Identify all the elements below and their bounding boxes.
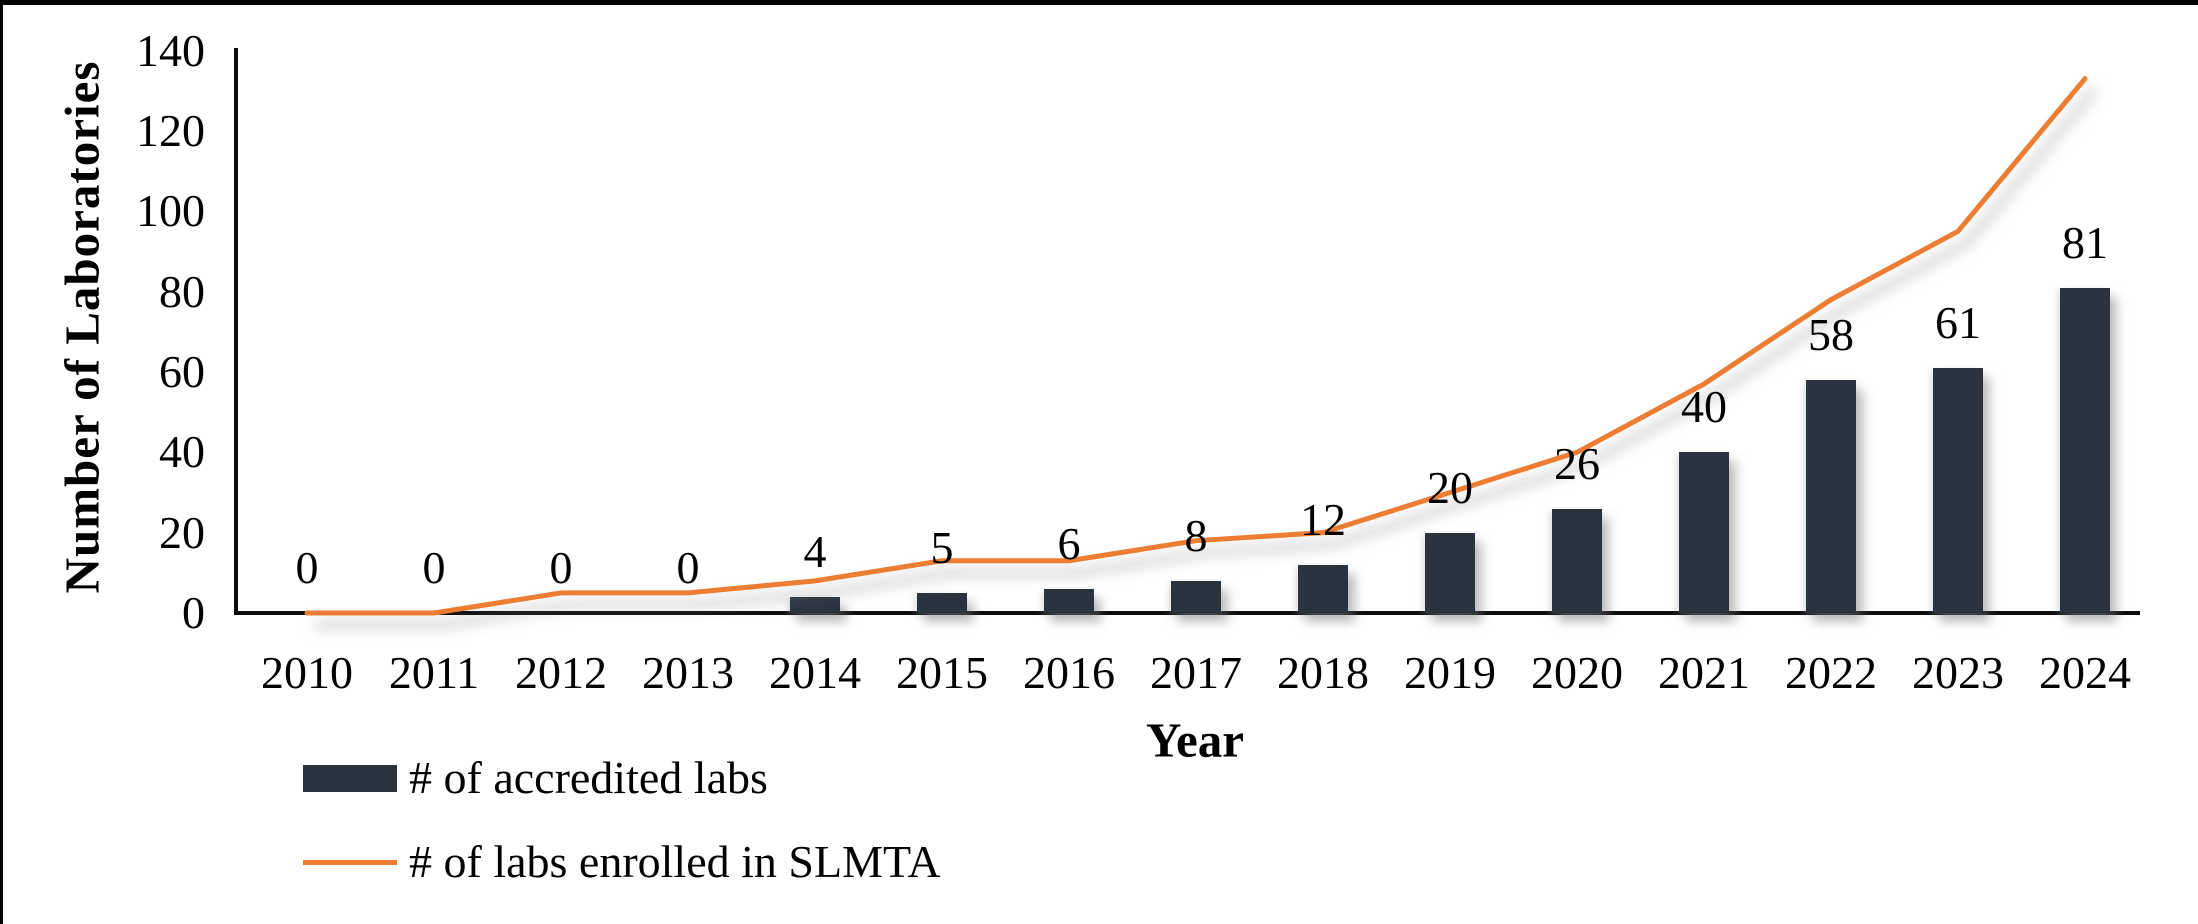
y-tick-label: 100 [136,185,205,237]
data-label-2018: 12 [1300,493,1346,545]
y-tick-label: 120 [136,104,205,156]
x-tick-label: 2020 [1531,647,1623,698]
data-label-2010: 0 [295,542,319,593]
data-label-2021: 40 [1681,381,1727,433]
data-label-2011: 0 [422,542,446,593]
bar-2017 [1171,580,1221,613]
line-swatch-icon [303,859,397,865]
bar-2023 [1933,367,1983,613]
x-tick-label: 2010 [261,647,353,698]
x-tick-label: 2013 [642,647,734,698]
figure-left-border [0,0,3,924]
bar-2015 [917,592,967,613]
legend-label: # of labs enrolled in SLMTA [409,836,941,887]
chart-legend: # of accredited labs # of labs enrolled … [303,748,941,892]
figure-top-border [0,0,2198,5]
bar-2016 [1044,588,1094,613]
legend-item-accredited: # of accredited labs [303,748,941,808]
y-tick-label: 80 [159,265,205,317]
legend-item-slmta: # of labs enrolled in SLMTA [303,832,941,892]
x-tick-label: 2023 [1912,647,2004,698]
bar-2024 [2060,287,2110,613]
x-axis-title: Year [1146,712,1244,768]
x-tick-label: 2019 [1404,647,1496,698]
x-tick-label: 2021 [1658,647,1750,698]
x-tick-label: 2012 [515,647,607,698]
data-label-2024: 81 [2062,216,2108,268]
data-label-2019: 20 [1427,461,1473,513]
data-label-2020: 26 [1554,437,1600,489]
bar-2020 [1552,508,1602,613]
data-label-2015: 5 [930,521,954,573]
legend-label: # of accredited labs [409,752,768,803]
bar-2019 [1425,532,1475,613]
x-tick-label: 2017 [1150,647,1242,698]
bar-2021 [1679,452,1729,613]
x-tick-label: 2024 [2039,647,2131,698]
bar-2018 [1298,564,1348,613]
data-label-2023: 61 [1935,296,1981,348]
x-tick-label: 2018 [1277,647,1369,698]
x-tick-label: 2016 [1023,647,1115,698]
x-tick-label: 2014 [769,647,861,698]
x-tick-label: 2015 [896,647,988,698]
bar-swatch-icon [303,764,397,792]
bar-2022 [1806,379,1856,613]
data-label-2016: 6 [1057,517,1081,569]
y-axis-line [234,48,238,615]
data-label-2014: 4 [803,525,827,577]
bar-2014 [790,596,840,613]
data-label-2022: 58 [1808,308,1854,360]
data-label-2017: 8 [1184,509,1208,561]
y-tick-label: 140 [136,24,205,76]
data-label-2013: 0 [676,542,700,593]
y-tick-label: 60 [159,345,205,397]
y-tick-label: 0 [182,587,205,638]
x-tick-label: 2022 [1785,647,1877,698]
y-tick-label: 20 [159,506,205,558]
x-tick-label: 2011 [388,647,480,698]
y-tick-label: 40 [159,426,205,478]
data-label-2012: 0 [549,542,573,593]
